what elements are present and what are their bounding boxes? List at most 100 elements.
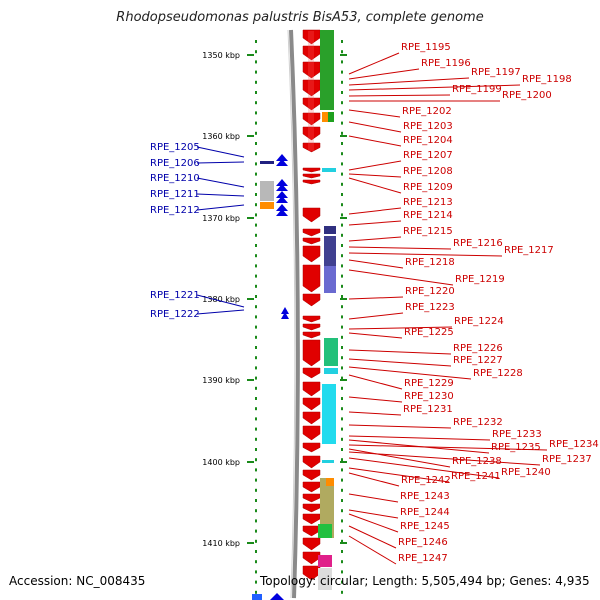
- track-dot: [341, 356, 343, 360]
- feature-box: [320, 478, 334, 538]
- track-dot: [341, 550, 343, 553]
- right-gene-label: RPE_1244: [400, 507, 450, 518]
- track-dot: [255, 40, 257, 43]
- track-dot: [255, 417, 257, 421]
- forward-gene-arrow: [302, 167, 321, 173]
- track-dot: [341, 182, 343, 186]
- track-dot: [341, 203, 343, 207]
- left-label-leader: [196, 177, 245, 188]
- right-gene-label: RPE_1204: [403, 135, 453, 146]
- track-dot: [341, 509, 343, 513]
- forward-gene-arrow: [302, 126, 321, 141]
- right-gene-label: RPE_1232: [453, 417, 503, 428]
- forward-gene-arrow: [302, 142, 321, 153]
- track-dot: [341, 131, 343, 135]
- right-gene-label: RPE_1246: [398, 537, 448, 548]
- right-label-leader: [348, 411, 402, 416]
- track-dot: [255, 407, 257, 411]
- forward-gene-arrow: [302, 237, 321, 245]
- right-label-leader: [348, 94, 451, 97]
- kbp-tick-mark: [247, 217, 254, 219]
- feature-box: [318, 524, 332, 538]
- reverse-feature-box: [260, 181, 274, 201]
- track-dot: [255, 570, 257, 574]
- right-gene-label: RPE_1235: [491, 442, 541, 453]
- reverse-feature-box: [252, 594, 262, 600]
- track-dot: [341, 570, 343, 574]
- reverse-gene-arrow: [276, 154, 288, 161]
- track-dot: [341, 70, 343, 74]
- feature-box: [324, 226, 336, 234]
- right-label-leader: [348, 493, 399, 503]
- right-label-leader: [348, 177, 402, 194]
- track-dot: [341, 366, 343, 370]
- kbp-tick-mark: [247, 54, 254, 56]
- left-label-leader: [196, 294, 245, 308]
- kbp-axis: 1350 kbp 1360 kbp 1370 kbp 1380 kbp 1390 kbp…: [202, 51, 347, 548]
- track-dot: [341, 172, 343, 176]
- gene-highlight: [308, 31, 314, 151]
- track-dot: [255, 70, 257, 74]
- track-dot: [341, 50, 343, 54]
- forward-gene-arrow: [302, 411, 321, 425]
- track-dot: [341, 91, 343, 94]
- left-gene-label: RPE_1221: [150, 290, 200, 301]
- map-title: Rhodopseudomonas palustris BisA53, compl…: [116, 10, 484, 25]
- track-dot: [341, 152, 343, 156]
- right-label-leader: [348, 396, 403, 403]
- forward-gene-arrow: [302, 97, 321, 111]
- feature-box: [324, 236, 336, 266]
- left-gene-label: RPE_1205: [150, 142, 200, 153]
- topology-text: Topology: circular; Length: 5,505,494 bp…: [260, 574, 590, 588]
- track-dot: [255, 193, 257, 196]
- forward-gene-arrow: [302, 339, 321, 367]
- forward-gene-arrow: [302, 293, 321, 307]
- forward-gene-arrow: [302, 565, 321, 581]
- track-dot: [255, 499, 257, 502]
- right-label-leader: [348, 252, 503, 257]
- forward-gene-arrow: [302, 228, 321, 237]
- left-gene-label: RPE_1222: [150, 309, 200, 320]
- right-gene-label: RPE_1200: [502, 90, 552, 101]
- track-dot: [341, 458, 343, 462]
- right-label-leader: [348, 220, 402, 226]
- right-gene-label: RPE_1195: [401, 42, 451, 53]
- right-label-leader: [348, 77, 470, 86]
- right-gene-label: RPE_1237: [542, 454, 592, 465]
- right-gene-label: RPE_1228: [473, 368, 523, 379]
- forward-gene-arrow: [302, 245, 321, 263]
- kbp-tick-label: 1400 kbp: [202, 458, 240, 467]
- track-dot: [255, 274, 257, 278]
- forward-gene-arrow: [302, 442, 321, 453]
- track-dot: [255, 356, 257, 360]
- right-gene-label: RPE_1231: [403, 404, 453, 415]
- right-gene-label: RPE_1229: [404, 378, 454, 389]
- track-dot: [255, 468, 257, 472]
- track-dot: [255, 488, 257, 492]
- feature-box: [318, 555, 332, 567]
- reverse-gene-arrow: [270, 593, 284, 600]
- kbp-tick-mark: [340, 135, 347, 137]
- right-label-leader: [348, 160, 402, 171]
- feature-box: [322, 460, 334, 463]
- forward-gene-arrow: [302, 331, 321, 339]
- track-dot: [341, 448, 343, 451]
- track-dot: [341, 223, 343, 227]
- track-dot: [341, 437, 343, 441]
- track-dot: [341, 264, 343, 268]
- right-gene-label: RPE_1202: [402, 106, 452, 117]
- right-gene-label: RPE_1241: [451, 471, 501, 482]
- forward-gene-arrow: [302, 537, 321, 551]
- right-gene-label: RPE_1219: [455, 274, 505, 285]
- right-label-leader: [348, 68, 420, 80]
- forward-gene-arrow: [302, 179, 321, 185]
- right-gene-label: RPE_1203: [403, 121, 453, 132]
- track-dot: [255, 284, 257, 288]
- forward-gene-arrow: [302, 503, 321, 513]
- track-dot: [341, 468, 343, 472]
- track-dot: [255, 560, 257, 564]
- kbp-tick-label: 1350 kbp: [202, 51, 240, 60]
- right-gene-label: RPE_1238: [452, 456, 502, 467]
- forward-gene-arrow: [302, 323, 321, 331]
